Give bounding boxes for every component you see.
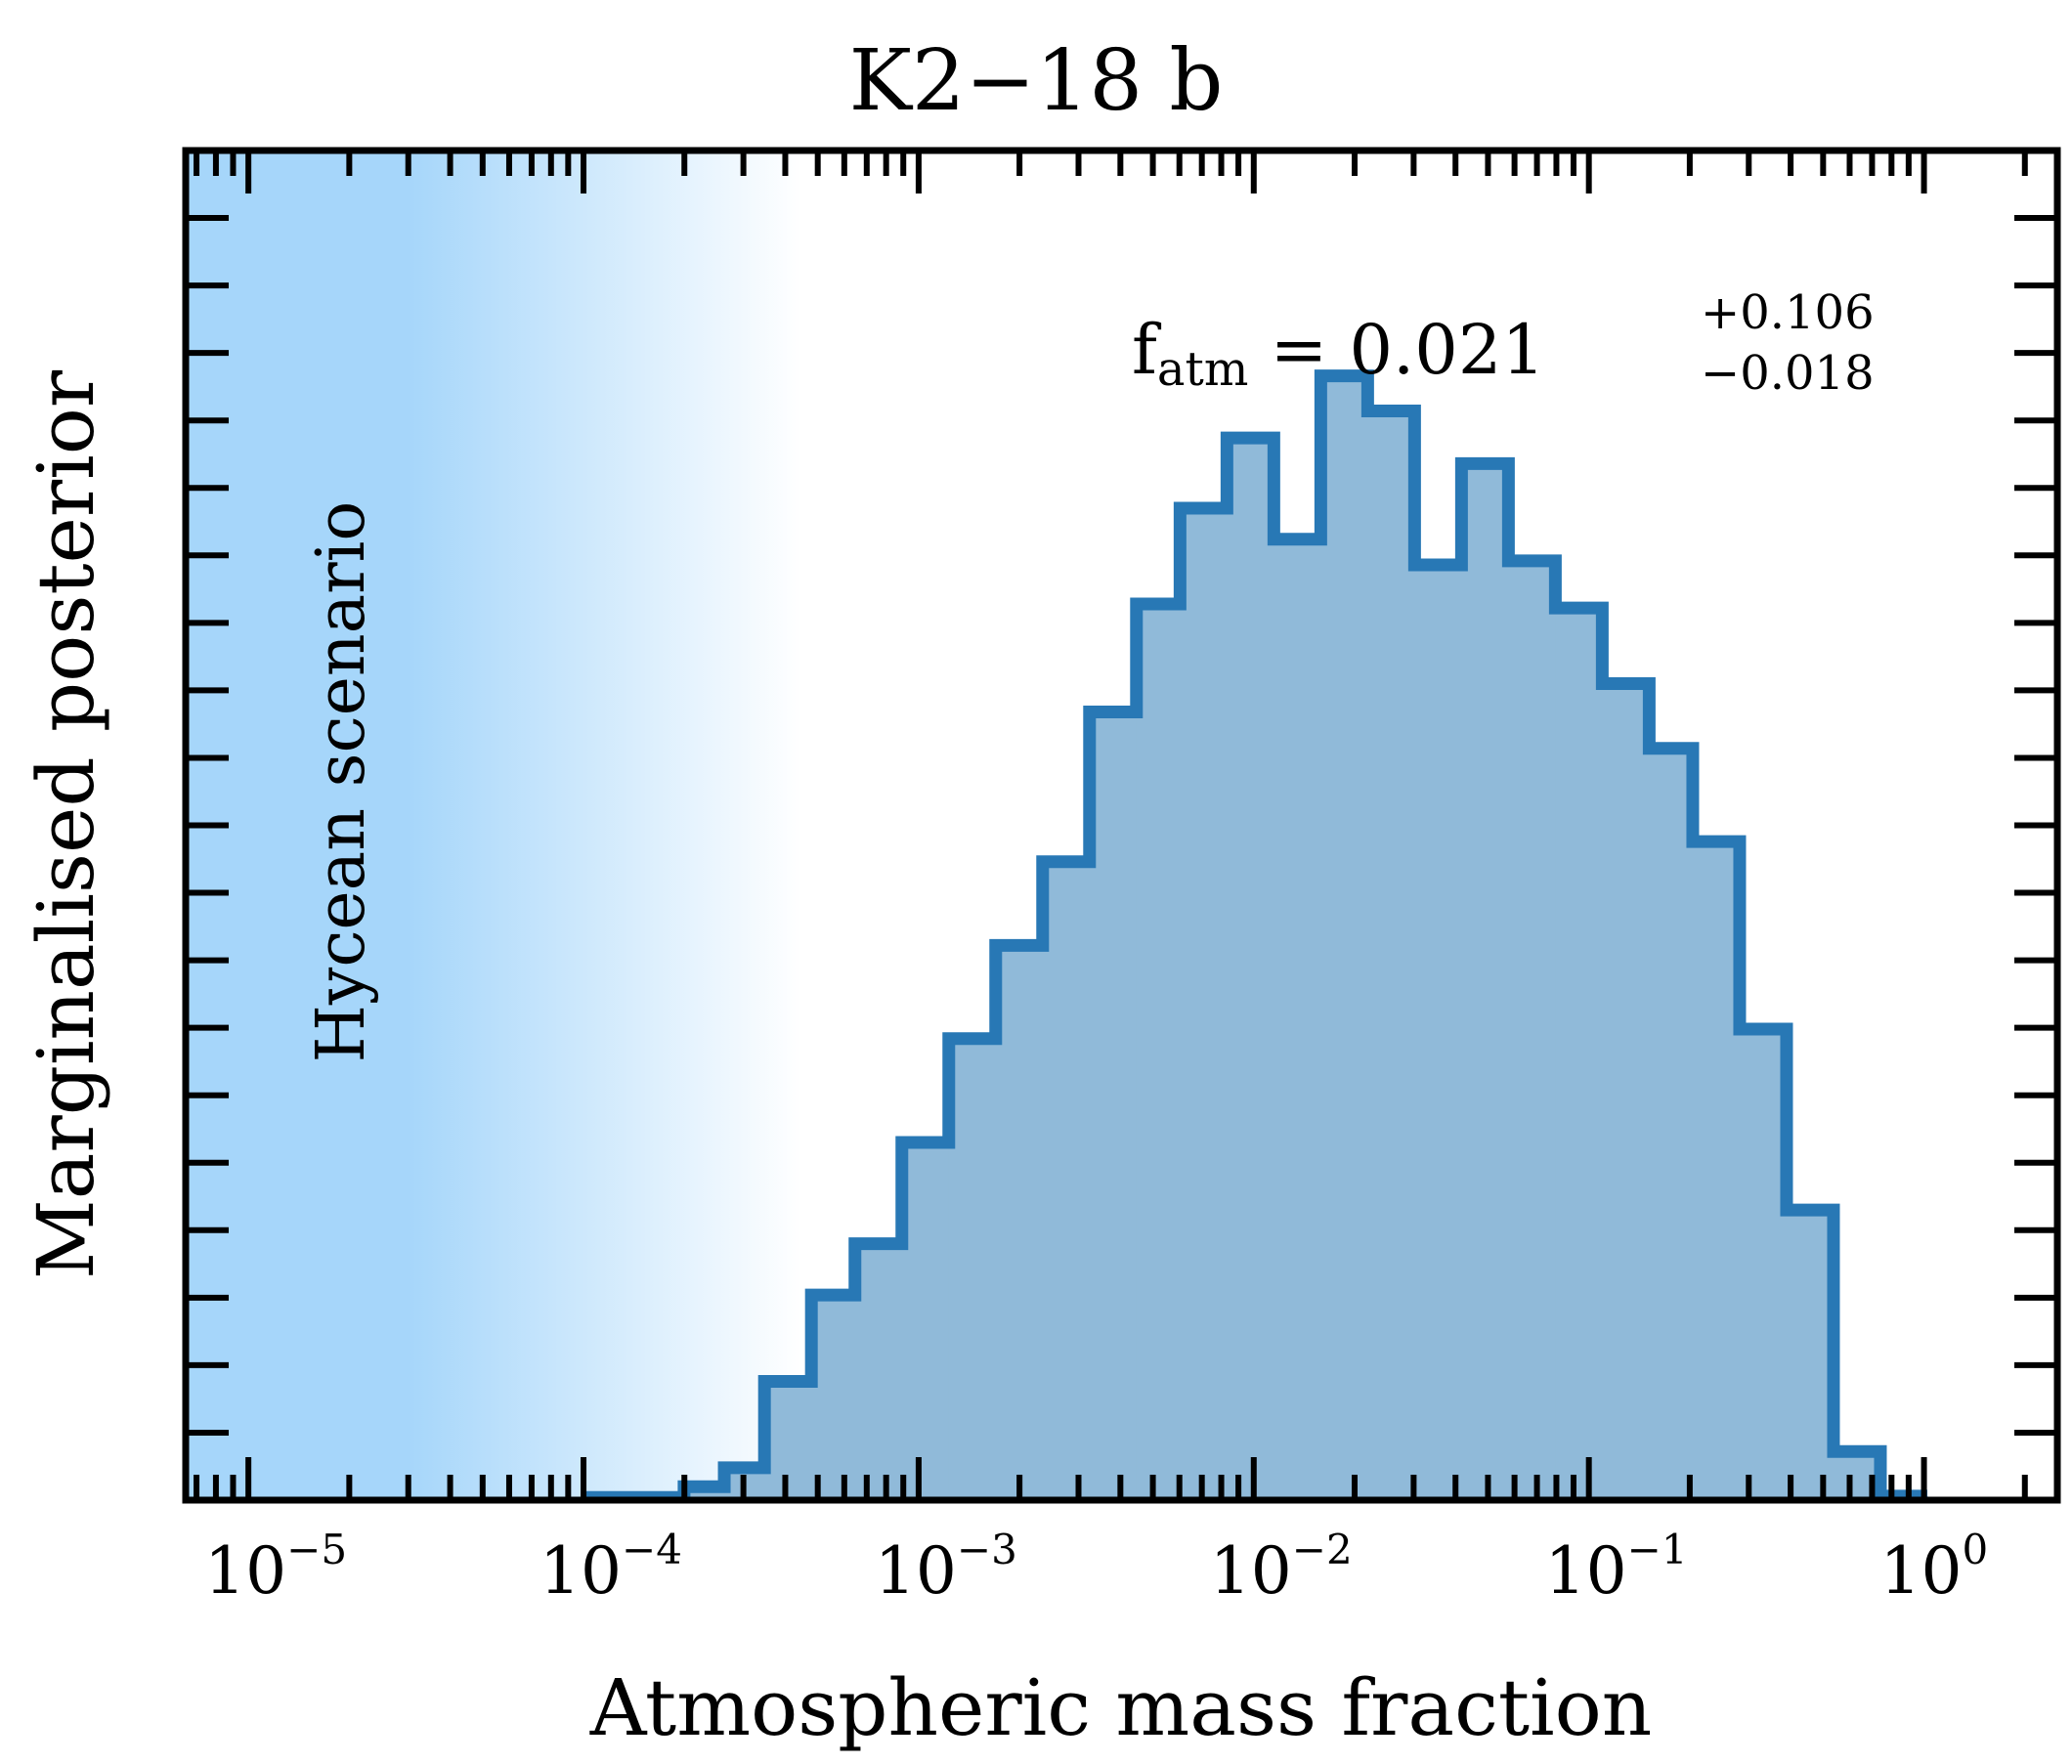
x-tick-label: 10−3 <box>875 1526 1017 1609</box>
annotation-plus: +0.106 <box>1701 285 1875 340</box>
chart-title: K2−18 b <box>849 32 1224 130</box>
x-tick-label: 10−4 <box>540 1526 682 1609</box>
histogram-bar <box>1692 841 1741 1500</box>
histogram-bar <box>811 1295 856 1500</box>
histogram-bar <box>1180 507 1228 1500</box>
histogram-bar <box>1320 375 1368 1500</box>
histogram-bar <box>1227 438 1274 1500</box>
histogram-bar <box>1555 608 1603 1500</box>
annotation-equals: = <box>1248 310 1349 390</box>
axis-ticks <box>186 151 2057 1500</box>
hycean-scenario-label: Hycean scenario <box>303 501 380 1063</box>
histogram-bar <box>1649 748 1694 1500</box>
x-tick-labels: 10−5 10−4 10−3 10−2 10−1 100 <box>204 1526 1988 1609</box>
histogram-bars <box>583 375 1928 1500</box>
histogram-bar <box>995 945 1044 1500</box>
histogram-bar <box>1461 463 1509 1500</box>
annotation-minus: −0.018 <box>1701 346 1875 401</box>
histogram-bar <box>1739 1029 1788 1500</box>
histogram-bar <box>1414 564 1462 1500</box>
x-tick-label: 10−1 <box>1545 1526 1688 1609</box>
histogram-bar <box>901 1142 950 1500</box>
y-axis-label: Marginalised posterior <box>21 369 111 1279</box>
plot-frame <box>182 147 2061 1504</box>
annotation-value: 0.021 <box>1350 310 1545 390</box>
histogram-bar <box>1042 861 1091 1500</box>
histogram-bar <box>1602 683 1650 1500</box>
histogram-bar <box>1786 1210 1835 1500</box>
histogram-bar <box>1508 560 1556 1500</box>
histogram-bar <box>1136 604 1181 1500</box>
hycean-region-shading <box>186 151 803 1500</box>
histogram-bar <box>1089 711 1138 1500</box>
histogram-bar <box>1367 410 1415 1500</box>
x-tick-label: 10−5 <box>204 1526 347 1609</box>
annotation-subscript: atm <box>1157 342 1248 397</box>
x-axis-label: Atmospheric mass fraction <box>589 1662 1653 1753</box>
posterior-annotation: fatm = 0.021 +0.106 −0.018 <box>1132 285 1875 401</box>
histogram-outline <box>583 369 1927 1500</box>
x-tick-label: 100 <box>1880 1526 1989 1609</box>
annotation-main: fatm = 0.021 <box>1132 310 1545 397</box>
histogram-bar <box>1273 538 1321 1500</box>
annotation-symbol: f <box>1132 310 1162 390</box>
histogram-bar <box>948 1038 997 1500</box>
histogram-bar <box>854 1243 903 1500</box>
x-tick-label: 10−2 <box>1210 1526 1353 1609</box>
